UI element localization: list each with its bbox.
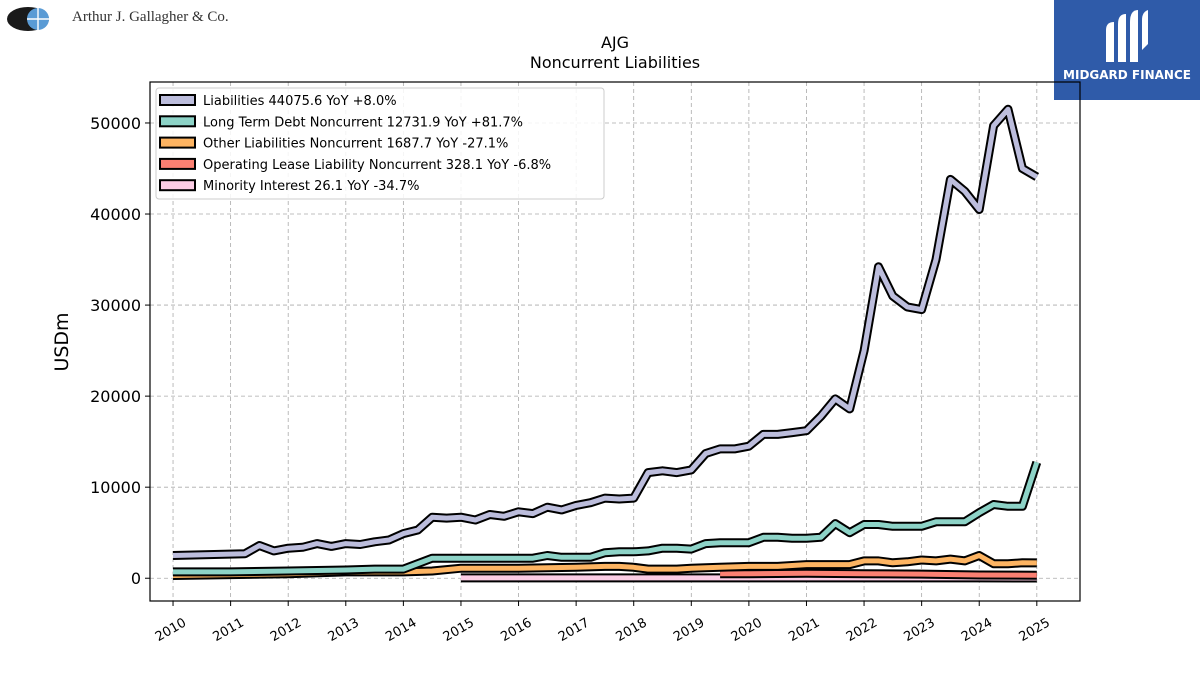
x-tick-label: 2018	[614, 615, 650, 645]
y-tick-label: 10000	[90, 478, 141, 497]
plot-frame	[149, 81, 1081, 602]
y-tick-label: 40000	[90, 205, 141, 224]
chart-subtitle: Noncurrent Liabilities	[530, 53, 700, 72]
legend-entry: Liabilities 44075.6 YoY +8.0%	[203, 94, 397, 109]
chart-title: AJG	[601, 33, 629, 52]
series-line-other-liabilities-noncurrent	[172, 553, 1037, 578]
x-tick-label: 2022	[844, 615, 880, 645]
legend-entry: Operating Lease Liability Noncurrent 328…	[203, 158, 551, 173]
legend-box	[155, 87, 605, 200]
legend-entry: Other Liabilities Noncurrent 1687.7 YoY …	[203, 137, 508, 152]
x-tick-label: 2015	[441, 615, 477, 645]
y-tick-label: 50000	[90, 114, 141, 133]
x-tick-label: 2014	[383, 615, 419, 645]
series-lines	[172, 104, 1042, 583]
x-tick-label: 2011	[210, 615, 246, 645]
y-axis-label: USDm	[51, 312, 73, 371]
x-tick-label: 2017	[556, 615, 592, 645]
series-line-liabilities	[172, 106, 1039, 558]
y-tick-label: 20000	[90, 387, 141, 406]
brand-logo: MIDGARD FINANCE	[1054, 0, 1200, 100]
x-tick-label: 2025	[1017, 615, 1053, 645]
legend-swatch	[159, 157, 196, 170]
x-tick-label: 2010	[153, 615, 189, 645]
midgard-emblem-icon	[1106, 10, 1148, 62]
company-name: Arthur J. Gallagher & Co.	[72, 9, 229, 25]
x-tick-label: 2013	[326, 615, 362, 645]
x-tick-label: 2019	[671, 615, 707, 645]
x-axis: 2010 2011 2012 2013 2014 2015 2016 2017 2018 2019…	[153, 601, 1053, 645]
legend-entry: Minority Interest 26.1 YoY -34.7%	[203, 179, 419, 194]
y-tick-label: 0	[131, 569, 141, 588]
x-tick-label: 2021	[786, 615, 822, 645]
x-tick-label: 2016	[498, 615, 534, 645]
y-tick-label: 30000	[90, 296, 141, 315]
x-tick-label: 2012	[268, 615, 304, 645]
company-logo	[6, 5, 246, 35]
x-tick-label: 2024	[959, 615, 995, 645]
brand-name: MIDGARD FINANCE	[1063, 68, 1191, 82]
series-line-long-term-debt-noncurrent	[173, 461, 1040, 575]
x-tick-label: 2023	[901, 615, 937, 645]
y-axis: 0 10000 20000 30000 40000 50000	[90, 114, 150, 588]
legend-swatch	[159, 115, 196, 128]
x-tick-label: 2020	[729, 615, 765, 645]
series-outline-long-term-debt-noncurrent	[173, 460, 1042, 577]
series-line-operating-lease-liability-noncurrent	[720, 570, 1037, 578]
legend-swatch	[159, 179, 196, 192]
legend-swatch	[159, 94, 196, 106]
globe-icon	[7, 7, 49, 31]
legend: Liabilities 44075.6 YoY +8.0% Long Term D…	[155, 87, 605, 200]
legend-swatch	[159, 136, 196, 149]
legend-entry: Long Term Debt Noncurrent 12731.9 YoY +8…	[203, 115, 523, 130]
